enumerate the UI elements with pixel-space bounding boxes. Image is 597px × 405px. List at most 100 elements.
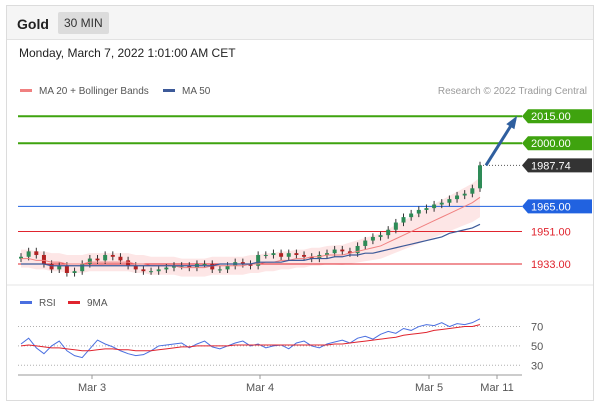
- price-legend: MA 20 + Bollinger Bands MA 50: [20, 86, 211, 97]
- candle-body: [95, 258, 100, 261]
- candle-body: [455, 195, 460, 200]
- candle-body: [149, 271, 154, 273]
- candle-body: [294, 253, 299, 255]
- research-credit: Research © 2022 Trading Central: [438, 86, 587, 97]
- bollinger-band-fill: [21, 177, 480, 277]
- candle-body: [103, 254, 108, 261]
- x-axis: Mar 3 Mar 4 Mar 5 Mar 11: [18, 374, 522, 394]
- candle-body: [210, 263, 215, 270]
- rsi-level-label: 30: [531, 360, 543, 372]
- candle-body: [279, 253, 284, 257]
- candle-body: [225, 265, 230, 270]
- candle-body: [309, 256, 314, 259]
- candle-body: [19, 256, 23, 259]
- candle-body: [378, 235, 383, 237]
- candle-body: [332, 249, 337, 254]
- level-tag-pivot: [522, 199, 592, 214]
- candle-body: [110, 254, 115, 257]
- candle-body: [80, 263, 85, 272]
- candle-body: [370, 236, 375, 241]
- arrow-shaft: [484, 118, 517, 167]
- x-tick-label: Mar 4: [246, 382, 274, 394]
- rsi-panel: 70 50 30: [18, 318, 543, 372]
- moving-averages: [21, 196, 481, 269]
- level-label: 2015.00: [531, 111, 571, 123]
- candle-body: [156, 269, 161, 272]
- candle-body: [248, 263, 253, 266]
- x-tick-label: Mar 11: [480, 382, 513, 394]
- bollinger-bands: [21, 177, 480, 277]
- candle-body: [325, 253, 329, 255]
- x-tick-label: Mar 3: [78, 382, 106, 394]
- candle-body: [393, 222, 398, 230]
- candle-body: [26, 251, 31, 257]
- level-label: 2000.00: [531, 138, 571, 150]
- level-label: 1987.74: [531, 160, 571, 172]
- level-tag-resistance: [522, 109, 592, 124]
- candle-body: [187, 265, 192, 268]
- price-levels: [18, 115, 522, 265]
- candle-body: [302, 254, 307, 257]
- candle-body: [49, 263, 54, 270]
- candle-body: [141, 269, 146, 272]
- candle-body: [34, 251, 39, 255]
- candle-body: [409, 213, 414, 218]
- candle-body: [432, 204, 437, 209]
- chart-widget: Gold 30 MIN Monday, March 7, 2022 1:01:0…: [6, 5, 594, 401]
- rsi-level-label: 50: [531, 341, 543, 353]
- timeframe-badge[interactable]: 30 MIN: [58, 12, 109, 34]
- rsi-legend: RSI 9MA: [20, 298, 108, 309]
- legend-label: RSI: [39, 298, 56, 309]
- level-tag-current: [522, 158, 592, 173]
- candle-body: [401, 217, 406, 223]
- level-labels: 2015.00 2000.00 1987.74 1965.00 1951.00 1933.…: [522, 109, 592, 271]
- candle-body: [57, 265, 62, 270]
- candle-body: [164, 267, 169, 270]
- candle-body: [256, 254, 261, 266]
- arrow-head: [506, 115, 518, 130]
- candle-body: [340, 249, 345, 252]
- ma50-line: [21, 223, 481, 267]
- candle-body: [439, 202, 444, 205]
- candle-body: [118, 256, 123, 261]
- candle-body: [64, 265, 69, 273]
- candle-body: [217, 269, 222, 271]
- legend-label: MA 20 + Bollinger Bands: [39, 86, 149, 97]
- candle-body: [424, 208, 429, 210]
- chart-header: Gold 30 MIN: [7, 6, 593, 40]
- candle-body: [470, 188, 475, 194]
- rsi-level-label: 70: [531, 322, 543, 334]
- level-tag-resistance: [522, 136, 592, 151]
- chart-datetime: Monday, March 7, 2022 1:01:00 AM CET: [19, 46, 236, 60]
- candle-body: [416, 209, 421, 214]
- candle-body: [87, 258, 92, 264]
- candle-body: [447, 199, 452, 203]
- legend-label: 9MA: [87, 298, 108, 309]
- rsi-ma-line: [20, 324, 481, 352]
- candle-body: [386, 229, 391, 236]
- candle-body: [355, 245, 360, 254]
- candle-body: [133, 265, 138, 270]
- candle-body: [240, 262, 245, 264]
- x-tick-label: Mar 5: [415, 382, 443, 394]
- legend-label: MA 50: [182, 86, 211, 97]
- candle-body: [271, 253, 276, 255]
- candle-body: [462, 193, 467, 196]
- instrument-title: Gold: [17, 16, 49, 32]
- candle-body: [478, 165, 482, 189]
- candle-body: [126, 260, 131, 266]
- forecast-arrow: [484, 115, 518, 167]
- candle-body: [363, 240, 368, 246]
- candle-body: [286, 253, 291, 257]
- candle-body: [41, 254, 46, 264]
- level-label: 1933.00: [531, 259, 571, 271]
- candle-body: [347, 251, 352, 254]
- level-label: 1951.00: [531, 227, 571, 239]
- candle-body: [172, 265, 176, 268]
- candle-body: [72, 271, 77, 273]
- candle-body: [263, 254, 268, 256]
- level-label: 1965.00: [531, 201, 571, 213]
- rsi-line: [20, 318, 481, 359]
- candle-body: [202, 263, 207, 265]
